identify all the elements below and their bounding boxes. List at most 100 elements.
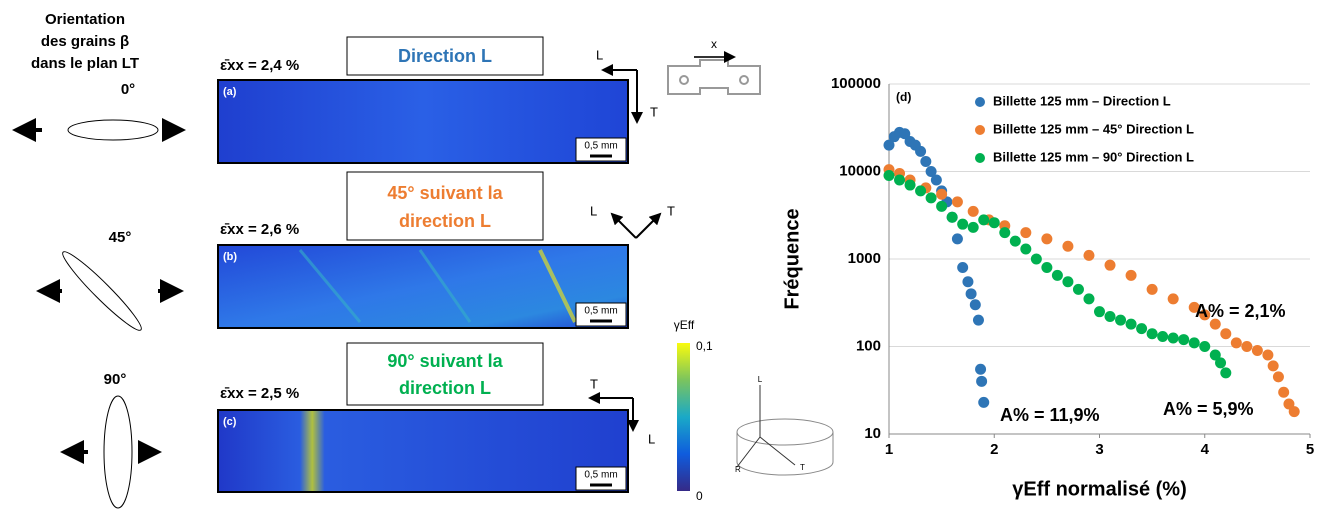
point: [1209, 318, 1221, 330]
legend-label: Billette 125 mm – 90° Direction L: [993, 149, 1194, 164]
annotation: A% = 5,9%: [1163, 399, 1254, 419]
point: [1094, 306, 1105, 318]
point: [883, 139, 895, 151]
point: [1115, 314, 1127, 326]
direction: 45° suivant la: [387, 183, 503, 203]
point: [1146, 328, 1158, 340]
point: [915, 145, 927, 157]
colorbar-tick: 0,1: [696, 339, 713, 353]
point: [1146, 283, 1158, 295]
direction: direction L: [399, 211, 491, 231]
point: [978, 396, 990, 408]
point: [1199, 341, 1211, 352]
y-tick-label: 1000: [848, 250, 881, 267]
direction-box: [346, 342, 544, 406]
direction-box: [346, 171, 544, 241]
strain-map: [217, 244, 629, 329]
point: [951, 196, 963, 208]
scale-bar: 0,5 mm: [584, 470, 617, 481]
strain: ε̄xx = 2,5 %: [220, 385, 299, 402]
point: [920, 156, 932, 168]
scale-bars: 0,5 mm 0,5 mm 0,5 mm: [575, 137, 627, 491]
point: [1199, 309, 1211, 321]
point: [976, 375, 988, 387]
direction: Direction L: [398, 46, 492, 66]
point: [1188, 337, 1200, 349]
point: [1220, 367, 1232, 379]
point: [1020, 227, 1032, 239]
legend-label: Billette 125 mm – Direction L: [993, 93, 1171, 108]
legend-marker: [975, 153, 985, 163]
point: [1062, 240, 1074, 252]
point: [1215, 357, 1227, 369]
point: [975, 363, 987, 375]
axis-letter: T: [667, 203, 675, 218]
grain: [67, 119, 159, 141]
point: [930, 174, 942, 186]
point: [1272, 371, 1284, 383]
y-tick-label: 10: [864, 425, 881, 442]
colorbar-label: γEff: [674, 318, 695, 332]
point: [1030, 253, 1042, 265]
point: [1178, 334, 1190, 346]
axis-letter: T: [590, 376, 598, 391]
x-tick-label: 3: [1095, 441, 1103, 458]
direction: direction L: [399, 378, 491, 398]
point: [1157, 331, 1169, 343]
point: [1136, 323, 1148, 335]
specimen-icon: [667, 51, 761, 95]
colorbar: [677, 343, 690, 491]
point: [951, 233, 963, 245]
panel-label: (a): [223, 86, 237, 98]
y-tick-label: 100000: [831, 75, 881, 92]
x-tick-label: 2: [990, 441, 998, 458]
point: [894, 174, 906, 186]
y-tick-label: 10000: [839, 162, 881, 179]
angle: 90°: [104, 371, 127, 388]
point: [1083, 293, 1095, 305]
legend-label: Billette 125 mm – 45° Direction L: [993, 121, 1194, 136]
orientation-title: dans le plan LT: [31, 55, 139, 72]
point: [1241, 341, 1253, 352]
orientation-title: Orientation: [45, 11, 125, 28]
point: [1167, 332, 1179, 344]
point: [1230, 337, 1242, 349]
point: [1104, 259, 1116, 271]
x-tick-label: 4: [1201, 441, 1210, 458]
axis-letter: T: [650, 104, 658, 119]
point: [1288, 406, 1300, 418]
legend-marker: [975, 97, 985, 107]
point: [1083, 249, 1095, 261]
angle: 45°: [109, 229, 132, 246]
strain-band: [298, 249, 472, 323]
point: [1104, 311, 1116, 323]
point: [1209, 349, 1221, 361]
axis-letter: x: [711, 37, 717, 51]
point: [1041, 261, 1053, 273]
point: [967, 205, 979, 217]
point: [1220, 328, 1232, 340]
point: [925, 192, 937, 204]
axis-letter: L: [648, 431, 655, 446]
strain: ε̄xx = 2,6 %: [220, 221, 299, 238]
point: [936, 200, 948, 212]
point: [925, 166, 937, 177]
y-axis-title: Fréquence: [781, 208, 803, 309]
x-tick-label: 5: [1306, 441, 1314, 458]
strain: ε̄xx = 2,4 %: [220, 57, 299, 74]
y-tick-label: 100: [856, 337, 881, 354]
point: [1041, 233, 1053, 245]
point: [999, 227, 1011, 239]
x-axis-title: γEff normalisé (%): [1012, 478, 1186, 500]
axis-letter: T: [800, 463, 805, 472]
panel-label: (b): [223, 251, 237, 263]
point: [1072, 283, 1084, 295]
point: [962, 276, 974, 288]
direction-box: [346, 36, 544, 76]
cylinder-icon: [736, 385, 834, 476]
point: [899, 128, 911, 140]
point: [957, 218, 969, 230]
point: [1262, 349, 1274, 361]
load-arrows: [12, 118, 186, 464]
strain-band: [538, 249, 577, 323]
